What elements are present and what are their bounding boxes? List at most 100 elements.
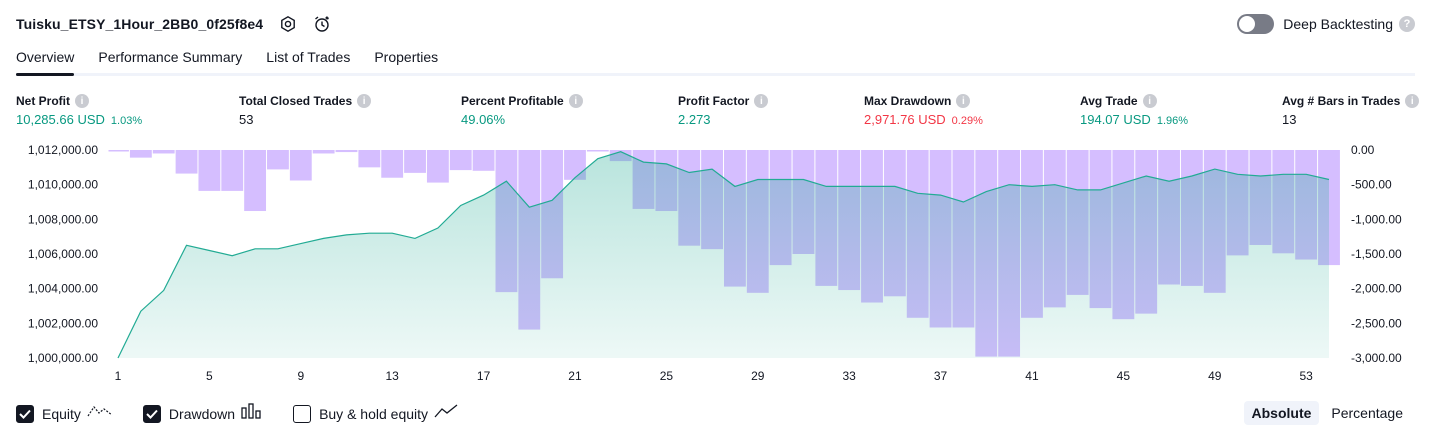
equity-line-icon [87, 403, 113, 424]
metric-percent: 0.29% [951, 115, 983, 127]
x-axis-tick-label: 13 [386, 369, 400, 383]
report-tabs: Overview Performance Summary List of Tra… [16, 46, 1415, 76]
settings-icon[interactable] [277, 13, 299, 35]
left-axis-tick-label: 1,000,000.00 [28, 351, 98, 365]
right-axis-tick-label: -1,000.00 [1351, 212, 1402, 226]
strategy-title: Tuisku_ETSY_1Hour_2BB0_0f25f8e4 [16, 16, 264, 32]
buy-hold-checkbox[interactable] [293, 404, 312, 423]
tab-performance-summary[interactable]: Performance Summary [98, 49, 243, 65]
drawdown-checkbox[interactable] [142, 404, 161, 423]
drawdown-bar [267, 150, 289, 170]
info-icon[interactable]: i [956, 94, 971, 108]
metric-label: Max Drawdown [864, 94, 952, 108]
right-axis-tick-label: -2,500.00 [1351, 316, 1402, 330]
info-icon[interactable]: i [1142, 94, 1157, 108]
metric-label: Avg # Bars in Trades [1282, 94, 1401, 108]
deep-backtesting-label: Deep Backtesting [1283, 16, 1393, 32]
right-axis-tick-label: -1,500.00 [1351, 247, 1402, 261]
x-axis-tick-label: 29 [751, 369, 765, 383]
right-axis: 0.00 -500.00 -1,000.00 -1,500.00 -2,000.00 -2… [1351, 143, 1402, 365]
legend-buy-hold-equity[interactable]: Buy & hold equity [293, 403, 458, 424]
left-axis-tick-label: 1,004,000.00 [28, 282, 98, 296]
x-axis-tick-label: 49 [1208, 369, 1222, 383]
drawdown-bar [426, 150, 449, 183]
legend-equity[interactable]: Equity [16, 403, 113, 424]
right-axis-tick-label: -2,000.00 [1351, 282, 1402, 296]
buy-hold-line-icon [434, 403, 458, 424]
drawdown-bar [129, 150, 152, 158]
equity-drawdown-chart[interactable]: 1,000,000.00 1,002,000.00 1,004,000.00 1,00… [0, 138, 1431, 390]
equity-area [118, 151, 1329, 358]
drawdown-bar [381, 150, 404, 178]
tab-overview[interactable]: Overview [16, 46, 75, 76]
metric-value: 2.273 [678, 112, 711, 127]
metric-label: Total Closed Trades [239, 94, 353, 108]
tab-list-of-trades[interactable]: List of Trades [266, 49, 351, 65]
drawdown-bar [404, 150, 426, 173]
deep-backtesting: Deep Backtesting ? [1237, 13, 1415, 35]
metric-profit-factor: Profit Factor i 2.273 [678, 93, 769, 127]
drawdown-bar [175, 150, 198, 174]
metric-total-closed-trades: Total Closed Trades i 53 [239, 93, 372, 127]
drawdown-bar [472, 150, 495, 171]
drawdown-bar [586, 150, 609, 152]
x-axis-tick-label: 17 [477, 369, 491, 383]
info-icon[interactable]: i [357, 94, 372, 108]
drawdown-bars-icon [241, 403, 263, 424]
metric-value: 13 [1282, 112, 1297, 127]
x-axis: 1 5 9 13 17 21 25 29 33 37 41 45 49 53 [115, 369, 1313, 383]
equity-line [117, 151, 1330, 359]
info-icon[interactable]: i [1405, 94, 1420, 108]
metric-label: Percent Profitable [461, 94, 564, 108]
metric-avg-trade: Avg Trade i 194.07 USD 1.96% [1080, 93, 1188, 127]
scale-mode-switch: Absolute Percentage [1240, 401, 1412, 425]
legend-label: Drawdown [168, 405, 236, 422]
drawdown-bar [108, 150, 129, 152]
x-axis-tick-label: 45 [1117, 369, 1131, 383]
metric-value: 49.06% [461, 112, 506, 127]
right-axis-tick-label: 0.00 [1351, 143, 1375, 157]
chart-legend: Equity Drawdown Buy & hold equity [16, 403, 488, 424]
alarm-clock-icon[interactable] [311, 13, 333, 35]
info-icon[interactable]: i [568, 94, 583, 108]
legend-label: Buy & hold equity [319, 405, 429, 422]
metric-value: 10,285.66 USD [16, 112, 105, 127]
metric-percent: 1.96% [1156, 115, 1189, 127]
help-icon[interactable]: ? [1399, 16, 1415, 32]
left-axis-tick-label: 1,006,000.00 [28, 247, 98, 261]
equity-checkbox[interactable] [16, 404, 34, 423]
legend-drawdown[interactable]: Drawdown [142, 403, 263, 424]
toggle-knob [1239, 16, 1256, 32]
metric-value: 194.07 USD [1080, 112, 1151, 127]
left-axis-tick-label: 1,002,000.00 [28, 316, 98, 330]
drawdown-bar [564, 150, 586, 180]
title-row: Tuisku_ETSY_1Hour_2BB0_0f25f8e4 [16, 12, 345, 36]
tab-properties[interactable]: Properties [374, 49, 439, 65]
drawdown-bar [335, 150, 358, 153]
metric-net-profit: Net Profit i 10,285.66 USD 1.03% [16, 93, 142, 127]
deep-backtesting-toggle[interactable] [1237, 14, 1275, 34]
x-axis-tick-label: 9 [297, 369, 304, 383]
metric-avg-bars-in-trades: Avg # Bars in Trades i 13 [1282, 93, 1420, 127]
x-axis-tick-label: 33 [842, 369, 856, 383]
x-axis-tick-label: 5 [206, 369, 213, 383]
info-icon[interactable]: i [754, 94, 769, 108]
drawdown-bar [198, 150, 221, 191]
left-axis-tick-label: 1,012,000.00 [28, 143, 98, 157]
info-icon[interactable]: i [75, 94, 89, 108]
absolute-button[interactable]: Absolute [1243, 401, 1320, 425]
drawdown-bar [289, 150, 312, 181]
x-axis-tick-label: 37 [934, 369, 948, 383]
metric-label: Profit Factor [678, 94, 750, 108]
left-axis-tick-label: 1,008,000.00 [28, 212, 98, 226]
percentage-button[interactable]: Percentage [1331, 405, 1403, 421]
metric-label: Net Profit [16, 94, 70, 108]
drawdown-bar [358, 150, 381, 168]
drawdown-bar [221, 150, 244, 191]
left-axis: 1,000,000.00 1,002,000.00 1,004,000.00 1,00… [28, 143, 98, 365]
x-axis-tick-label: 53 [1299, 369, 1313, 383]
metric-label: Avg Trade [1080, 94, 1138, 108]
metric-value: 53 [239, 112, 254, 127]
drawdown-bar [312, 150, 335, 154]
x-axis-tick-label: 41 [1025, 369, 1039, 383]
